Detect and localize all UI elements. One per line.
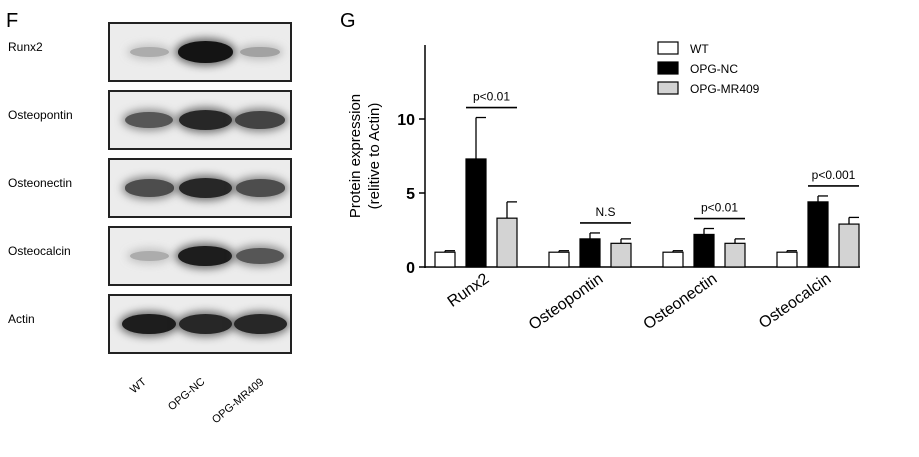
blot-band <box>236 247 284 265</box>
lane-label-opg-nc: OPG-NC <box>166 375 208 414</box>
y-tick-label: 0 <box>406 260 415 277</box>
blot-band <box>178 178 232 198</box>
blot-band <box>178 314 232 334</box>
blot-strip-osteocalcin <box>108 226 292 286</box>
legend-swatch <box>657 41 679 55</box>
bar-wt <box>434 251 456 268</box>
bar-opg-mr409 <box>496 217 518 268</box>
blot-strip-runx2 <box>108 22 292 82</box>
blot-band <box>122 313 176 335</box>
blot-strip-osteopontin <box>108 90 292 150</box>
blot-band <box>124 179 174 197</box>
bar-opg-mr409 <box>724 242 746 268</box>
legend-label: WT <box>690 42 709 56</box>
significance-label: p<0.01 <box>473 90 510 104</box>
blot-band <box>235 111 285 129</box>
blot-strip-actin <box>108 294 292 354</box>
blot-band <box>125 111 173 129</box>
blot-band <box>129 46 169 58</box>
bar-wt <box>776 251 798 268</box>
panel-f-letter: F <box>6 10 19 32</box>
blot-band <box>235 179 285 197</box>
bar-wt <box>548 251 570 268</box>
legend-swatch <box>657 61 679 75</box>
panel-g-letter: G <box>340 10 356 32</box>
bar-opg-nc <box>693 233 715 268</box>
blot-band <box>129 250 169 262</box>
bar-opg-nc <box>579 238 601 268</box>
blot-strip-osteonectin <box>108 158 292 218</box>
category-label: Runx2 <box>445 270 493 311</box>
significance-label: p<0.01 <box>701 201 738 215</box>
legend-label: OPG-NC <box>690 62 738 76</box>
blot-label-runx2: Runx2 <box>8 40 43 54</box>
blot-band <box>240 46 280 58</box>
blot-band <box>177 41 233 63</box>
blot-band <box>178 110 232 130</box>
blot-band <box>178 245 232 267</box>
legend-swatch <box>657 81 679 95</box>
lane-label-opg-mr409: OPG-MR409 <box>210 376 267 427</box>
bar-wt <box>662 251 684 268</box>
y-tick-label: 5 <box>406 186 415 203</box>
blot-band <box>233 314 287 334</box>
y-axis-label: Protein expression <box>347 94 364 218</box>
blot-label-osteocalcin: Osteocalcin <box>8 244 71 258</box>
protein-expression-bar-chart: 0 5 10 Protein expression (relitive to Actin… <box>347 41 860 334</box>
blot-label-osteonectin: Osteonectin <box>8 176 73 190</box>
legend-label: OPG-MR409 <box>690 82 760 96</box>
y-tick-label: 10 <box>397 112 415 129</box>
bar-opg-mr409 <box>838 223 860 268</box>
significance-label: p<0.001 <box>812 168 856 182</box>
bar-opg-nc <box>807 201 829 268</box>
blot-label-osteopontin: Osteopontin <box>8 108 73 122</box>
y-axis-label-sub: (relitive to Actin) <box>366 103 383 210</box>
significance-label: N.S <box>595 205 615 219</box>
lane-label-wt: WT <box>128 375 149 396</box>
bar-opg-mr409 <box>610 242 632 268</box>
blot-label-actin: Actin <box>8 312 35 326</box>
bar-opg-nc <box>465 158 487 268</box>
category-label: Osteopontin <box>526 270 606 333</box>
category-label: Osteocalcin <box>756 270 834 332</box>
category-label: Osteonectin <box>641 270 721 333</box>
